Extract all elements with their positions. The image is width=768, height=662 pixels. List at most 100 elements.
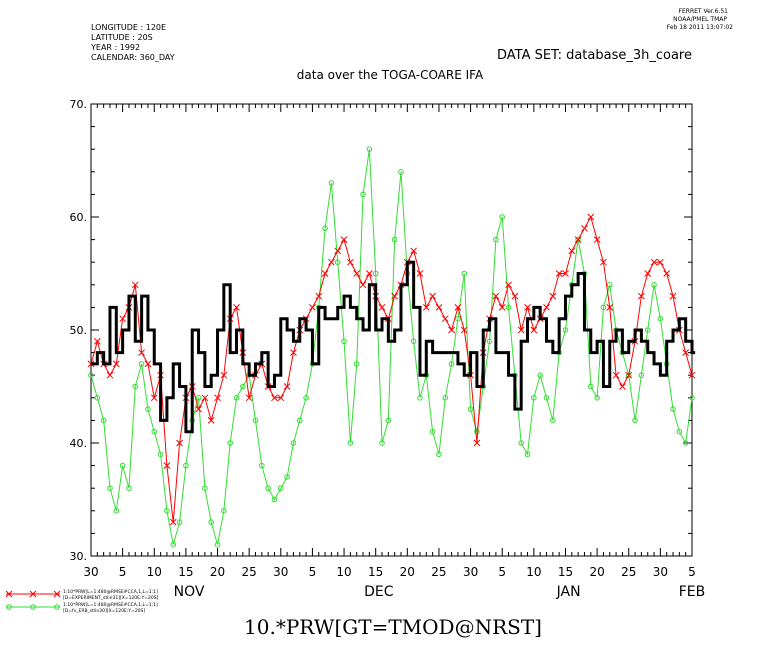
data-point-red xyxy=(568,247,576,255)
data-point-green xyxy=(271,496,278,503)
x-tick-label: 5 xyxy=(119,565,127,579)
data-point-green xyxy=(221,508,227,514)
data-point-green xyxy=(410,338,417,345)
data-point-red xyxy=(366,270,373,277)
data-point-red xyxy=(340,236,348,243)
data-point-red xyxy=(359,281,367,289)
data-point-green xyxy=(126,485,132,492)
data-point-green xyxy=(227,440,233,446)
y-tick-label: 40. xyxy=(70,437,88,450)
data-point-red xyxy=(543,304,550,311)
chart-title: data over the TOGA-COARE IFA xyxy=(297,68,484,82)
data-point-red xyxy=(682,349,690,356)
data-point-red xyxy=(378,304,386,311)
data-point-red xyxy=(138,349,145,356)
data-point-green xyxy=(429,428,436,435)
data-point-red xyxy=(150,394,158,402)
data-point-green xyxy=(562,327,569,333)
data-point-green xyxy=(233,395,240,401)
data-point-green xyxy=(170,541,177,548)
data-point-green xyxy=(119,462,126,469)
data-point-red xyxy=(207,417,215,424)
data-point-green xyxy=(594,395,600,401)
data-point-red xyxy=(315,292,323,300)
legend-red-text-2: [D=EXPERIMENT_stlin31][X=120E:Y=20S] xyxy=(63,595,159,601)
data-point-green xyxy=(524,451,531,458)
data-point-green xyxy=(113,508,120,514)
data-point-green xyxy=(265,485,271,492)
data-point-red xyxy=(638,292,645,300)
y-tick-label: 50. xyxy=(70,324,88,337)
data-point-green xyxy=(202,485,208,492)
data-point-green xyxy=(214,541,221,548)
data-point-green xyxy=(442,395,449,401)
data-point-green xyxy=(88,372,94,379)
data-point-red xyxy=(460,326,468,334)
data-point-green xyxy=(195,395,202,401)
data-point-green xyxy=(600,304,607,311)
data-point-green xyxy=(94,395,101,401)
data-point-green xyxy=(132,383,139,390)
data-point-red xyxy=(530,326,538,334)
data-point-red xyxy=(347,258,354,266)
data-point-red xyxy=(517,326,525,334)
data-point-red xyxy=(600,258,607,266)
data-point-green xyxy=(651,282,657,288)
data-point-red xyxy=(606,304,614,311)
x-tick-label: 5 xyxy=(688,565,696,579)
data-point-red xyxy=(625,371,633,379)
data-point-green xyxy=(157,451,164,458)
data-point-red xyxy=(106,371,114,379)
data-point-red xyxy=(454,304,462,311)
x-axis: 30 5 10 15 20 25 30 5 10 15 20 25 30 5 10 15 20 25 30 5 NOV D… xyxy=(83,104,705,600)
data-point-green xyxy=(398,169,404,175)
data-point-green xyxy=(461,270,468,277)
data-point-green xyxy=(176,519,183,525)
x-tick-label: 10 xyxy=(526,565,541,579)
data-point-red xyxy=(119,315,126,323)
data-point-red xyxy=(201,394,209,402)
data-point-green xyxy=(676,428,683,435)
data-point-green xyxy=(436,451,442,458)
data-point-red xyxy=(290,349,297,356)
data-point-red xyxy=(441,315,449,323)
data-point-green xyxy=(322,225,328,232)
x-month-label: NOV xyxy=(174,584,205,600)
meta-calendar: CALENDAR: 360_DAY xyxy=(91,53,175,62)
data-point-green xyxy=(107,485,113,492)
data-point-green xyxy=(689,395,695,401)
legend: 1:10*PRW[L=1:480@RMSE#CCA,1,L=1:1] [D=EX… xyxy=(5,589,159,614)
series-2 xyxy=(91,260,696,434)
legend-red-markers xyxy=(5,590,61,598)
data-point-red xyxy=(245,394,253,402)
x-tick-label: 15 xyxy=(178,565,193,579)
data-point-green xyxy=(550,417,556,424)
data-point-red xyxy=(321,270,329,277)
x-tick-label: 25 xyxy=(242,565,257,579)
data-point-red xyxy=(283,383,291,390)
data-point-red xyxy=(644,270,652,277)
data-point-green xyxy=(474,428,480,435)
data-point-green xyxy=(537,372,543,379)
data-point-green xyxy=(164,508,170,514)
data-point-red xyxy=(473,439,481,447)
data-point-green xyxy=(208,519,214,525)
data-point-green xyxy=(372,270,379,277)
x-tick-label: 30 xyxy=(653,565,668,579)
ferret-version: FERRET Ver.6.51 xyxy=(679,8,729,15)
data-point-red xyxy=(93,337,101,345)
x-tick-label: 15 xyxy=(368,565,383,579)
data-point-green xyxy=(259,462,265,469)
data-point-green xyxy=(145,406,151,412)
data-point-red xyxy=(334,247,342,255)
data-point-red xyxy=(131,281,139,289)
x-tick-label: 20 xyxy=(589,565,604,579)
data-point-red xyxy=(214,394,221,402)
data-point-green xyxy=(379,440,385,446)
data-point-green xyxy=(448,361,455,367)
legend-red-text-1: 1:10*PRW[L=1:480@RMSE#CCA,1,L=1:1] xyxy=(63,589,158,595)
data-point-red xyxy=(688,371,696,379)
data-point-green xyxy=(575,236,581,243)
data-point-red xyxy=(555,270,563,277)
legend-green-text-2: [D=fv_ERB_stlin30][X=120E:Y=20S] xyxy=(63,608,145,614)
